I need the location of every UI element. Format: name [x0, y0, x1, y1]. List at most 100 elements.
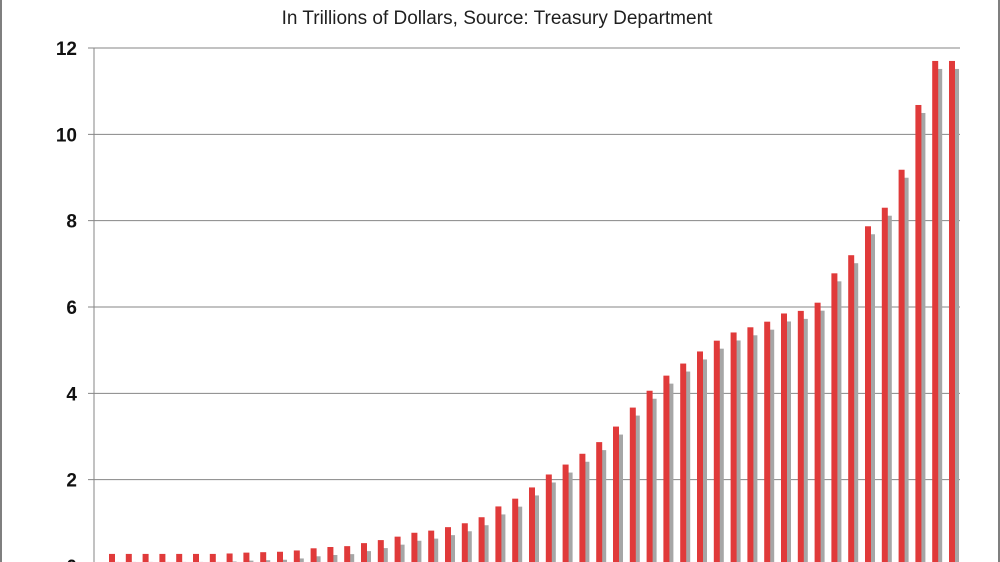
- bar: [865, 226, 871, 562]
- bar: [377, 540, 384, 562]
- bar-shadow: [549, 482, 556, 562]
- bar: [361, 543, 367, 562]
- bar: [260, 552, 267, 562]
- bar-shadow: [633, 415, 640, 562]
- bar: [596, 442, 603, 562]
- y-tick-label: 6: [66, 298, 77, 319]
- bar: [293, 550, 300, 562]
- bar-shadow: [751, 335, 758, 562]
- bar: [797, 310, 804, 562]
- bar: [310, 548, 317, 562]
- bar-shadow: [264, 560, 271, 562]
- bar-shadow: [701, 359, 707, 562]
- bar: [764, 321, 771, 562]
- bar-shadow: [348, 554, 355, 562]
- bar: [915, 104, 922, 562]
- bar-shadow: [885, 215, 892, 562]
- bar-shadow: [835, 281, 842, 562]
- bar: [176, 553, 183, 562]
- bar-shadow: [768, 329, 775, 562]
- bar: [613, 426, 619, 562]
- bar: [243, 552, 250, 562]
- bar-shadow: [953, 68, 959, 562]
- bar: [932, 60, 939, 562]
- bar: [394, 536, 401, 562]
- bar-shadow: [432, 538, 439, 562]
- bar: [109, 553, 115, 562]
- bar-shadow: [398, 544, 405, 562]
- bar-shadow: [449, 535, 455, 562]
- y-tick-label: 0: [66, 557, 77, 562]
- bar-shadow: [465, 531, 472, 562]
- bar-shadow: [852, 263, 859, 562]
- bar-series: [109, 60, 959, 562]
- bar: [209, 553, 216, 562]
- bar: [697, 351, 703, 562]
- bar: [159, 553, 166, 562]
- bar: [327, 547, 334, 562]
- y-tick-label: 2: [66, 471, 77, 492]
- bar-shadow: [936, 68, 943, 562]
- bar-shadow: [247, 560, 254, 562]
- bar: [781, 313, 787, 562]
- bar-shadow: [902, 177, 909, 562]
- bar-shadow: [482, 525, 489, 562]
- bar-shadow: [600, 450, 607, 562]
- bar: [428, 530, 435, 562]
- bar-shadow: [667, 383, 674, 562]
- gridlines: [88, 47, 960, 562]
- bar-shadow: [566, 472, 573, 562]
- bar-shadow: [734, 340, 741, 562]
- bar: [461, 523, 468, 562]
- bar-shadow: [684, 371, 691, 562]
- bar: [848, 255, 855, 562]
- bar: [411, 532, 418, 562]
- bar-shadow: [415, 540, 422, 562]
- y-tick-label: 10: [56, 125, 77, 146]
- bar-shadow: [516, 506, 523, 562]
- bar: [344, 546, 351, 562]
- bar-shadow: [331, 555, 338, 562]
- bar: [831, 273, 838, 562]
- bar: [512, 498, 519, 562]
- bar-shadow: [919, 112, 926, 562]
- bar: [495, 506, 502, 562]
- bar-shadow: [381, 548, 388, 562]
- bar-shadow: [281, 559, 287, 562]
- bar-shadow: [583, 461, 590, 562]
- y-tick-label: 12: [56, 39, 77, 60]
- bar: [529, 487, 535, 562]
- bar: [730, 332, 737, 562]
- bar-shadow: [297, 558, 304, 562]
- bar: [579, 453, 586, 562]
- bar: [949, 60, 955, 562]
- bar-shadow: [533, 495, 539, 562]
- chart-title: In Trillions of Dollars, Source: Treasur…: [282, 8, 714, 29]
- bar: [193, 553, 199, 562]
- bar: [713, 340, 720, 562]
- y-tick-label: 8: [66, 212, 77, 233]
- bar-shadow: [617, 434, 623, 562]
- bar: [545, 474, 552, 562]
- bar-shadow: [785, 321, 791, 562]
- bar: [680, 363, 687, 562]
- bar-shadow: [818, 310, 825, 562]
- bar-shadow: [801, 318, 808, 562]
- bar: [125, 553, 132, 562]
- bar-shadow: [365, 551, 371, 562]
- bar-shadow: [717, 348, 724, 562]
- bar: [814, 302, 821, 562]
- bar: [646, 390, 653, 562]
- bar: [226, 553, 233, 562]
- bar: [277, 551, 283, 562]
- bar-shadow: [650, 398, 657, 562]
- bar: [562, 464, 569, 562]
- bar-shadow: [869, 234, 875, 562]
- bar: [747, 327, 754, 562]
- bar-shadow: [499, 514, 506, 562]
- bar: [478, 517, 485, 562]
- bar-shadow: [314, 556, 321, 562]
- y-tick-label: 4: [66, 384, 77, 405]
